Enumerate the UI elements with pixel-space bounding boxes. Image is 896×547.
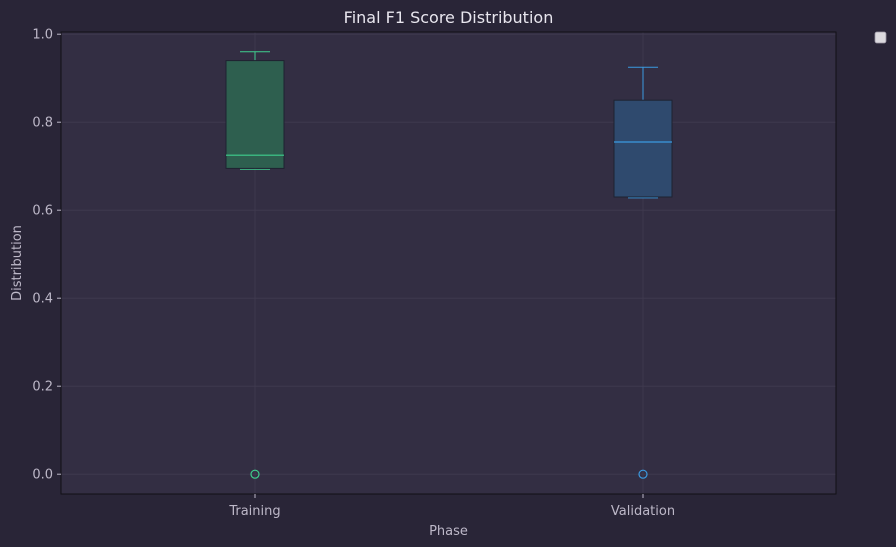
plot-area xyxy=(61,32,836,494)
axis-ticks: 0.0 0.2 0.4 0.6 0.8 1.0 Training Validation xyxy=(32,28,675,519)
iqr-box xyxy=(613,99,673,198)
y-tick-label: 0.2 xyxy=(32,380,53,395)
x-tick-label: Validation xyxy=(611,504,675,519)
y-tick-label: 0.4 xyxy=(32,292,53,307)
y-tick-label: 0.0 xyxy=(32,468,53,483)
outlier-point xyxy=(638,469,648,479)
y-tick-label: 0.6 xyxy=(32,204,53,219)
box-validation xyxy=(613,66,673,479)
chart-title: Final F1 Score Distribution xyxy=(344,8,554,27)
y-axis-label: Distribution xyxy=(10,225,25,301)
x-tick-label: Training xyxy=(228,504,280,519)
y-tick-label: 0.8 xyxy=(32,116,53,131)
iqr-box xyxy=(225,60,285,169)
box-plot-series xyxy=(225,51,673,479)
box-training xyxy=(225,51,285,479)
plot-frame xyxy=(60,31,837,495)
legend-box xyxy=(874,31,887,44)
x-axis-label: Phase xyxy=(429,524,468,539)
outlier-point xyxy=(250,469,260,479)
y-tick-label: 1.0 xyxy=(32,28,53,43)
